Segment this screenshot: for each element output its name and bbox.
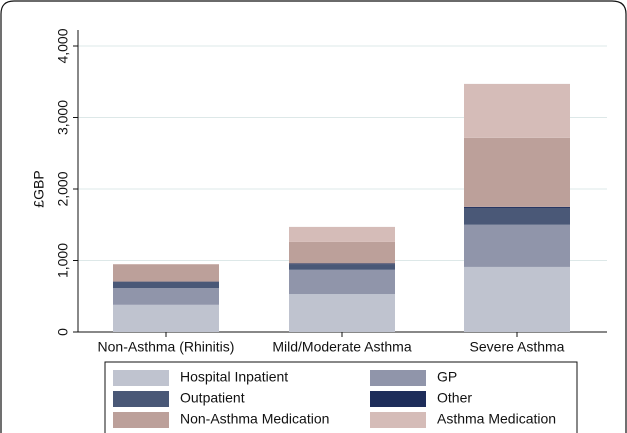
legend-swatch	[370, 412, 426, 428]
y-axis-label: £GBP	[31, 170, 47, 207]
legend-label: Other	[437, 390, 472, 406]
bar-segment	[464, 207, 570, 225]
legend-swatch	[370, 370, 426, 386]
legend-swatch	[113, 370, 169, 386]
legend-swatch	[113, 412, 169, 428]
bar-segment	[289, 226, 395, 242]
legend-label: Outpatient	[180, 390, 245, 406]
bar-segment	[289, 294, 395, 332]
bar-segment	[464, 206, 570, 208]
bar-segment	[113, 288, 219, 305]
y-tick-label: 0	[55, 328, 71, 336]
legend-label: GP	[437, 369, 457, 385]
x-tick-label: Severe Asthma	[470, 339, 565, 355]
bar-segment	[464, 137, 570, 207]
x-tick-label: Non-Asthma (Rhinitis)	[98, 339, 235, 355]
bar-segment	[113, 304, 219, 332]
bar-segment	[289, 269, 395, 295]
bar-segment	[464, 224, 570, 267]
bar-segment	[464, 83, 570, 138]
legend-label: Non-Asthma Medication	[180, 411, 329, 427]
legend-label: Hospital Inpatient	[180, 369, 288, 385]
legend-swatch	[113, 391, 169, 407]
y-tick-label: 3,000	[55, 100, 71, 135]
bar-segment	[464, 266, 570, 332]
y-tick-label: 2,000	[55, 171, 71, 206]
bar-segment	[289, 264, 395, 270]
bar-segment	[113, 264, 219, 282]
y-tick-label: 1,000	[55, 243, 71, 278]
bar-segment	[289, 241, 395, 264]
y-tick-label: 4,000	[55, 28, 71, 63]
legend-label: Asthma Medication	[437, 411, 556, 427]
legend-box	[104, 361, 578, 433]
bar-segment	[113, 281, 219, 289]
bar-segment	[289, 263, 395, 265]
legend-swatch	[370, 391, 426, 407]
x-tick-label: Mild/Moderate Asthma	[272, 339, 411, 355]
